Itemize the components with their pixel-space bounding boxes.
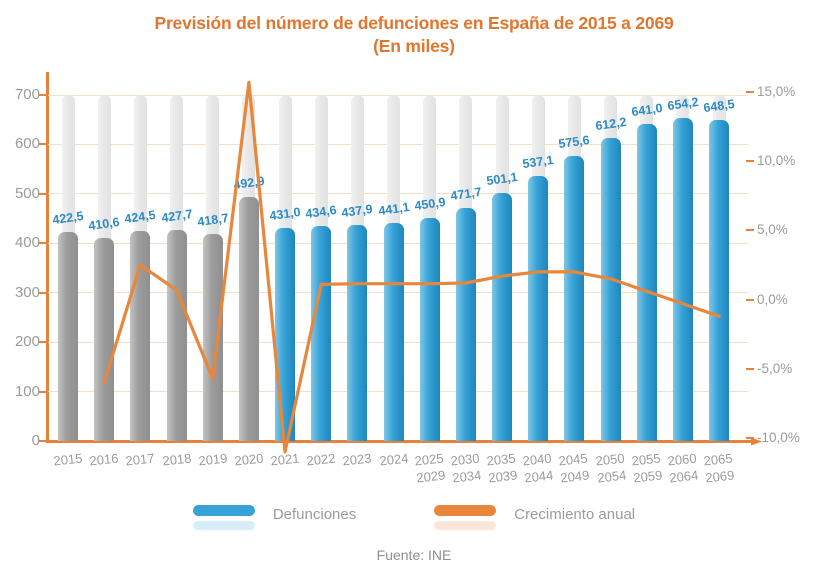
right-axis-tick	[746, 298, 754, 301]
legend-label-defunciones: Defunciones	[272, 506, 357, 523]
bar-defunciones	[347, 224, 368, 441]
swatch-reflection	[434, 521, 497, 530]
crecimiento-swatch-icon	[434, 505, 497, 516]
bar-defunciones	[455, 207, 476, 441]
left-axis-tick	[39, 94, 47, 96]
bar-defunciones	[492, 193, 513, 441]
bar-defunciones	[600, 138, 621, 441]
bar-defunciones	[94, 238, 115, 441]
right-axis-tick	[746, 367, 754, 370]
right-axis-label: 0,0%	[757, 291, 788, 307]
bar-defunciones	[383, 222, 404, 441]
chart-title: Previsión del número de defunciones en E…	[0, 12, 828, 58]
left-axis-line	[46, 72, 49, 443]
right-axis-tick	[746, 437, 754, 439]
defunciones-swatch-icon	[192, 505, 255, 516]
left-axis-label: 400	[14, 234, 40, 252]
bar-defunciones	[672, 117, 693, 441]
left-axis-tick	[39, 192, 47, 195]
left-axis-tick	[39, 390, 47, 393]
bar-defunciones	[58, 232, 78, 441]
plot-area: 700 600 500 400 300 200 100 0 15,0% 10,0% 5,0% 0,0%…	[14, 72, 800, 485]
chart-title-line1: Previsión del número de defunciones en E…	[154, 13, 674, 33]
legend-item-defunciones: Defunciones	[192, 505, 357, 530]
left-axis-tick	[39, 242, 47, 245]
right-axis-label: 10,0%	[757, 153, 796, 169]
chart-title-line2: (En miles)	[373, 36, 455, 56]
left-axis-label: 200	[14, 333, 40, 351]
bar-defunciones	[709, 120, 730, 441]
left-axis-label: 600	[14, 135, 40, 153]
left-axis-tick	[39, 291, 47, 294]
left-axis-label: 0	[31, 432, 40, 449]
bar-defunciones	[311, 226, 332, 441]
legend-item-crecimiento: Crecimiento anual	[434, 505, 635, 530]
left-axis-label: 700	[14, 86, 40, 103]
bar-defunciones	[564, 156, 585, 441]
left-axis-label: 300	[14, 283, 40, 301]
legend-label-crecimiento: Crecimiento anual	[514, 506, 636, 523]
bar-value-label: 537,1	[521, 152, 555, 171]
right-axis-tick	[746, 160, 754, 163]
left-axis-tick	[39, 341, 47, 344]
bar-defunciones	[528, 175, 549, 441]
legend: Defunciones Crecimiento anual	[0, 505, 828, 530]
right-axis-label: -10,0%	[757, 430, 800, 445]
right-axis-label: -5,0%	[757, 360, 793, 376]
right-axis-label: 5,0%	[757, 222, 788, 238]
right-axis-tick	[746, 229, 754, 232]
bar-defunciones	[130, 231, 151, 441]
bar-defunciones	[202, 234, 223, 441]
left-axis-label: 500	[14, 184, 40, 202]
crecimiento-anual-line	[102, 80, 762, 454]
right-axis-tick	[746, 91, 754, 93]
left-axis-label: 100	[14, 382, 40, 400]
bar-defunciones	[275, 227, 296, 441]
left-axis-tick	[39, 440, 47, 442]
swatch-reflection	[192, 521, 255, 530]
x-axis-label: 2065 2069	[702, 450, 735, 485]
source-note: Fuente: INE	[376, 547, 452, 563]
bar-defunciones	[419, 218, 440, 441]
bar-defunciones	[166, 229, 187, 441]
bar-defunciones	[636, 124, 657, 441]
left-axis-tick	[39, 143, 47, 146]
bar-defunciones	[238, 197, 259, 441]
right-axis-label: 15,0%	[757, 84, 796, 99]
